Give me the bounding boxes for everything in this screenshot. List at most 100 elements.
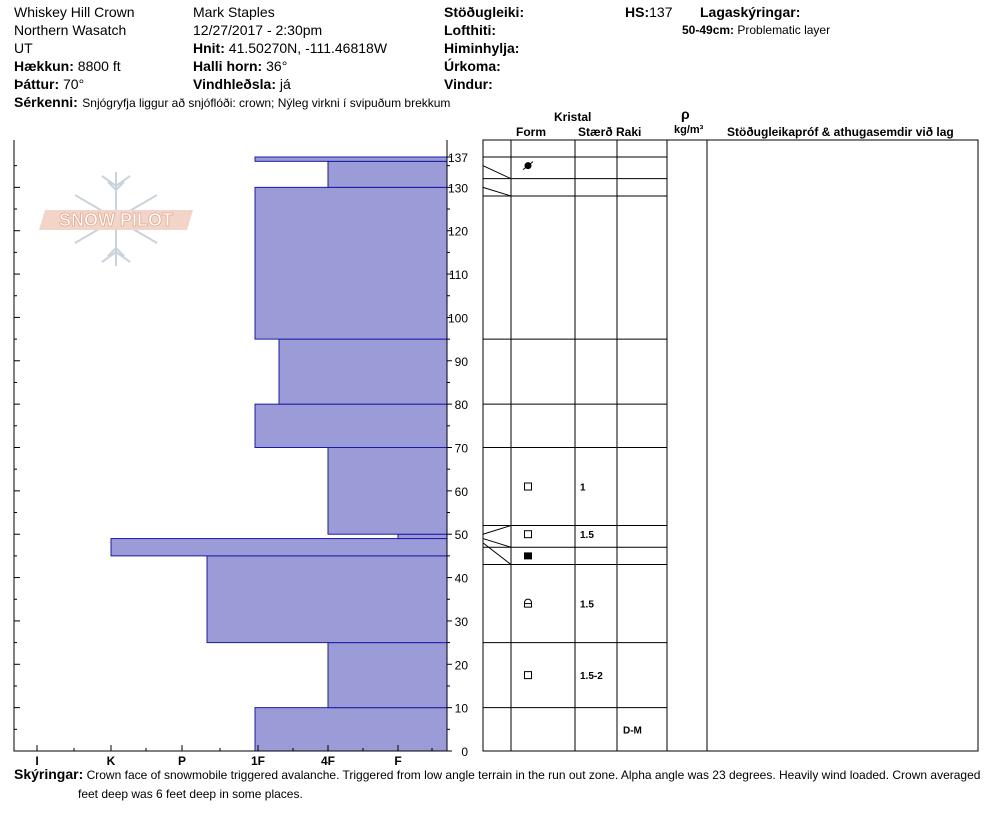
row-connector-slant bbox=[482, 538, 512, 548]
observer-block: Mark Staples 12/27/2017 - 2:30pm Hnit: 4… bbox=[193, 3, 387, 93]
crystal-header: Kristal bbox=[554, 110, 592, 124]
height-tick-label: 10 bbox=[455, 702, 469, 716]
row-connector-slant bbox=[482, 525, 512, 535]
height-tick-label: 110 bbox=[449, 268, 468, 282]
hardness-layers bbox=[110, 156, 448, 752]
slope-label: Halli horn: bbox=[193, 58, 263, 74]
features-label: Sérkenni: bbox=[14, 94, 78, 110]
elevation-row: Hækkun: 8800 ft bbox=[14, 57, 135, 75]
snowpilot-logo: SNOW PILOT bbox=[39, 210, 193, 230]
rho-header: ρ bbox=[681, 106, 690, 122]
crystal-size-label: 1.5 bbox=[580, 600, 594, 611]
hardness-tick-label: I bbox=[35, 754, 38, 768]
crystal-form-square bbox=[524, 482, 532, 491]
hardness-tick-label: F bbox=[394, 754, 401, 768]
comments-line-1: Crown face of snowmobile triggered avala… bbox=[86, 768, 981, 782]
row-connector-slant bbox=[482, 542, 512, 565]
coords-label: Hnit: bbox=[193, 40, 225, 56]
sky-label: Himinhylja: bbox=[444, 40, 520, 56]
hs-label: HS: bbox=[625, 4, 650, 20]
legend-item-text: Problematic layer bbox=[737, 23, 831, 37]
hs-value: 137 bbox=[649, 4, 673, 20]
hardness-layer-bar bbox=[327, 160, 448, 188]
hardness-layer-bar bbox=[327, 642, 448, 709]
windload-value: já bbox=[279, 76, 291, 92]
height-tick-label: 60 bbox=[455, 485, 469, 499]
height-tick-label: 100 bbox=[448, 311, 468, 325]
hardness-layer-bar bbox=[278, 338, 448, 405]
row-connector-slant bbox=[482, 165, 512, 180]
plot-frame bbox=[13, 140, 448, 752]
moisture-label: D-M bbox=[623, 725, 642, 736]
state-name: UT bbox=[14, 40, 33, 56]
hardness-layer-bar bbox=[206, 555, 448, 644]
features-value: Snjógryfja liggur að snjóflóði: crown; N… bbox=[82, 96, 451, 110]
crystal-table: 1 1.5 1.5 1.5-2 D-M bbox=[482, 139, 979, 752]
density-unit-header: kg/m³ bbox=[674, 124, 704, 136]
hardness-layer-bar bbox=[254, 156, 448, 162]
hardness-tick-label: K bbox=[107, 754, 116, 768]
hardness-layer-bar bbox=[327, 446, 448, 535]
crystal-form-decomposing-slash bbox=[522, 161, 534, 171]
height-tick-label: 30 bbox=[455, 615, 469, 629]
hardness-axis: I K P 1F 4F F bbox=[35, 745, 433, 768]
observation-datetime: 12/27/2017 - 2:30pm bbox=[193, 22, 323, 38]
hardness-layer-bar bbox=[254, 707, 448, 752]
legend-item: 50-49cm: Problematic layer bbox=[682, 23, 830, 37]
hardness-layer-bar bbox=[110, 538, 448, 557]
elevation-value: 8800 ft bbox=[77, 58, 121, 74]
height-tick-label: 130 bbox=[448, 181, 468, 195]
wind-label: Vindur: bbox=[444, 76, 493, 92]
height-tick-label: 70 bbox=[455, 441, 469, 455]
crystal-form-square bbox=[524, 530, 532, 539]
aspect-value: 70° bbox=[63, 76, 85, 92]
height-axis: 0 10 20 30 40 50 60 70 80 90 100 110 120 130 137 bbox=[447, 140, 484, 759]
hs-row: HS:137 bbox=[625, 3, 672, 21]
comments-block: Skýringar: Crown face of snowmobile trig… bbox=[14, 764, 994, 785]
hardness-layer-bar bbox=[254, 403, 448, 448]
crystal-size-label: 1.5-2 bbox=[580, 671, 603, 682]
plot-border bbox=[13, 140, 448, 752]
hardness-layer-bar bbox=[254, 186, 448, 340]
height-tick-label: 50 bbox=[455, 528, 469, 542]
crystal-size-label: 1 bbox=[580, 483, 586, 494]
hardness-tick-label: 4F bbox=[321, 754, 335, 768]
precip-label: Úrkoma: bbox=[444, 58, 501, 74]
coords-value: 41.50270N, -111.46818W bbox=[228, 40, 388, 56]
size-header: Stærð bbox=[578, 125, 613, 139]
hardness-layer-bar bbox=[397, 533, 448, 540]
slope-row: Halli horn: 36° bbox=[193, 57, 387, 75]
moisture-header: Raki bbox=[616, 125, 642, 139]
crystal-size-label: 1.5 bbox=[580, 530, 594, 541]
location-block: Whiskey Hill Crown Northern Wasatch UT H… bbox=[14, 3, 135, 93]
location-name: Whiskey Hill Crown bbox=[14, 4, 135, 20]
table-border bbox=[482, 139, 979, 752]
crystal-form-filled-square bbox=[524, 552, 532, 560]
observer-name: Mark Staples bbox=[193, 4, 275, 20]
range-name: Northern Wasatch bbox=[14, 22, 127, 38]
height-tick-label: 137 bbox=[448, 151, 468, 165]
height-tick-label: 80 bbox=[455, 398, 469, 412]
aspect-row: Þáttur: 70° bbox=[14, 75, 135, 93]
windload-row: Vindhleðsla: já bbox=[193, 75, 387, 93]
comments-label: Skýringar: bbox=[14, 766, 84, 782]
row-connector-slant bbox=[482, 186, 512, 197]
height-tick-label: 20 bbox=[455, 658, 469, 672]
height-tick-label: 40 bbox=[455, 572, 469, 586]
aspect-label: Þáttur: bbox=[14, 76, 60, 92]
hardness-tick-label: P bbox=[178, 754, 186, 768]
elevation-label: Hækkun: bbox=[14, 58, 74, 74]
crystal-form-square bbox=[524, 671, 532, 680]
comments-line-2: feet deep was 6 feet deep in some places… bbox=[78, 787, 303, 801]
stability-label: Stöðugleiki: bbox=[444, 4, 525, 20]
height-tick-label: 90 bbox=[455, 355, 469, 369]
airtemp-label: Lofthiti: bbox=[444, 22, 497, 38]
logo-text: SNOW PILOT bbox=[59, 210, 173, 230]
height-tick-label: 0 bbox=[461, 745, 468, 759]
features-row: Sérkenni: Snjógryfja liggur að snjóflóði… bbox=[14, 94, 450, 112]
coords-row: Hnit: 41.50270N, -111.46818W bbox=[193, 39, 387, 57]
conditions-block: Stöðugleiki: Lofthiti: Himinhylja: Úrkom… bbox=[444, 3, 524, 93]
hardness-tick-label: 1F bbox=[251, 754, 265, 768]
height-tick-label: 120 bbox=[448, 225, 468, 239]
